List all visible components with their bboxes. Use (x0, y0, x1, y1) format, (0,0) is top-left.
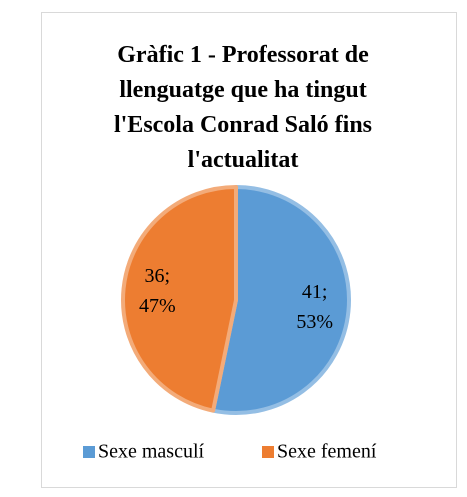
pie-slice (121, 185, 238, 413)
legend-swatch (83, 446, 95, 458)
chart-title: Gràfic 1 - Professorat de llenguatge que… (113, 42, 373, 173)
legend-swatch (262, 446, 274, 458)
data-label-line: 41; (302, 281, 328, 303)
legend-label: Sexe femení (277, 441, 377, 463)
data-label-line: 53% (296, 311, 333, 333)
data-label: 36; 47% (139, 265, 176, 317)
data-label: 41; 53% (296, 281, 333, 333)
data-label-line: 36; (145, 265, 171, 287)
legend-label: Sexe masculí (98, 441, 205, 463)
data-label-line: 47% (139, 295, 176, 317)
chart-frame (41, 12, 457, 488)
pie-slice (211, 185, 351, 415)
